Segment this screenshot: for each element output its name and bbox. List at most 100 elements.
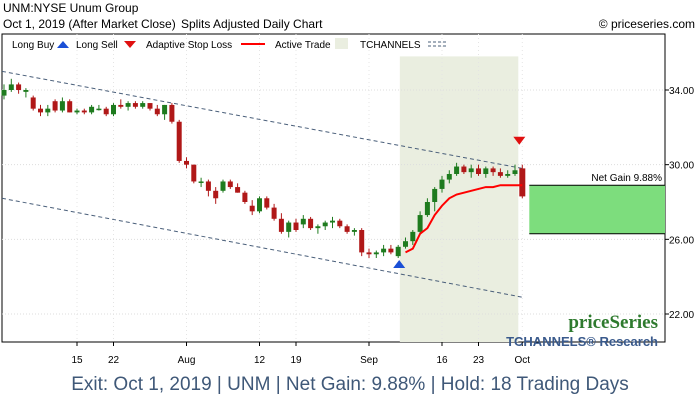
candle-body (242, 192, 248, 202)
candle-up (315, 224, 321, 234)
candle-up (1, 84, 7, 100)
candle-down (52, 99, 58, 113)
candle-up (89, 104, 95, 115)
candle-body (227, 181, 233, 188)
candle-up (330, 216, 335, 229)
candle-down (184, 157, 189, 169)
trade-summary-footer: Exit: Oct 1, 2019 | UNM | Net Gain: 9.88… (0, 370, 700, 400)
candle-up (59, 97, 65, 113)
candle-body (74, 110, 80, 113)
candle-up (111, 103, 116, 117)
candle-down (38, 104, 43, 117)
sell-arrow (513, 136, 526, 145)
candle-body (147, 103, 153, 109)
candle-body (388, 248, 394, 253)
candle-down (278, 213, 284, 234)
candle-body (205, 181, 211, 191)
candle-up (322, 220, 328, 230)
candle-body (308, 218, 314, 229)
legend-active-trade-swatch (335, 38, 348, 49)
candle-body (271, 207, 277, 219)
channel-upper-line (1, 70, 523, 169)
candle-body (257, 198, 262, 212)
x-tick-label: 15 (71, 355, 83, 366)
candle-up (96, 104, 102, 111)
candle-body (96, 108, 102, 111)
adaptive-stop-line (405, 184, 523, 254)
candle-up (432, 187, 438, 212)
candle-down (154, 104, 160, 117)
candle-body (8, 84, 14, 90)
legend-tchannels-label: TCHANNELS (360, 40, 421, 51)
candle-body (1, 90, 7, 96)
candle-up (395, 244, 401, 258)
candle-up (468, 164, 474, 178)
y-tick-label: 34.00 (669, 86, 694, 97)
candle-up (220, 179, 226, 193)
candle-up (125, 101, 131, 111)
candle-body (300, 218, 306, 225)
legend-long-sell-label: Long Sell (76, 40, 118, 51)
price-chart: Net Gain 9.88% 34.00 30.00 26.00 22.00 15 22 A… (1, 33, 694, 366)
candle-body (476, 168, 481, 174)
candle-down (497, 168, 503, 178)
candle-down (293, 218, 299, 232)
candle-body (264, 198, 270, 208)
candle-body (424, 202, 430, 216)
y-tick-label: 22.00 (669, 310, 694, 321)
candle-down (213, 187, 219, 204)
candle-up (417, 211, 423, 234)
candle-down (16, 82, 22, 94)
candle-up (162, 104, 168, 120)
candle-down (359, 228, 365, 257)
candle-body (235, 187, 241, 193)
channel-lower-line (1, 197, 523, 298)
candle-body (505, 174, 511, 176)
candle-body (454, 166, 460, 174)
x-tick-label: 12 (254, 355, 266, 366)
candle-down (337, 218, 343, 229)
candle-body (519, 168, 526, 197)
candle-body (497, 172, 503, 176)
candle-down (249, 200, 255, 216)
priceseries-logo: priceSeries (568, 312, 658, 333)
candle-down (176, 119, 182, 163)
candle-up (140, 101, 146, 109)
y-tick-label: 26.00 (669, 235, 694, 246)
candle-down (264, 196, 270, 210)
candle-body (344, 226, 350, 232)
candle-body (330, 220, 335, 223)
candle-body (16, 84, 22, 90)
candle-body (52, 101, 58, 111)
candle-up (512, 164, 518, 176)
candle-body (198, 181, 204, 183)
candle-body (286, 222, 292, 232)
candle-up (439, 175, 445, 193)
symbol-title: UNM:NYSE Unum Group (3, 1, 139, 15)
candle-up (454, 162, 460, 176)
candle-down (118, 99, 124, 109)
candle-up (424, 198, 430, 217)
candle-body (483, 168, 489, 174)
copyright-text: © priceseries.com (598, 17, 695, 31)
candle-up (286, 220, 292, 238)
candle-up (257, 196, 262, 214)
candle-body (249, 205, 255, 212)
candle-body (191, 164, 197, 182)
candle-up (300, 215, 306, 229)
candle-body (446, 174, 452, 180)
candle-body (315, 226, 321, 229)
candle-body (213, 190, 219, 199)
chart-kind-title: Splits Adjusted Daily Chart (181, 17, 323, 31)
buy-arrow (393, 260, 406, 268)
candle-down (169, 103, 175, 124)
candle-down (103, 106, 109, 117)
candle-body (89, 106, 95, 113)
candle-up (483, 166, 489, 178)
candle-down (388, 244, 394, 255)
x-tick-label: Aug (178, 355, 196, 366)
candle-body (103, 108, 109, 115)
candle-body (432, 188, 438, 202)
candle-body (403, 241, 408, 247)
